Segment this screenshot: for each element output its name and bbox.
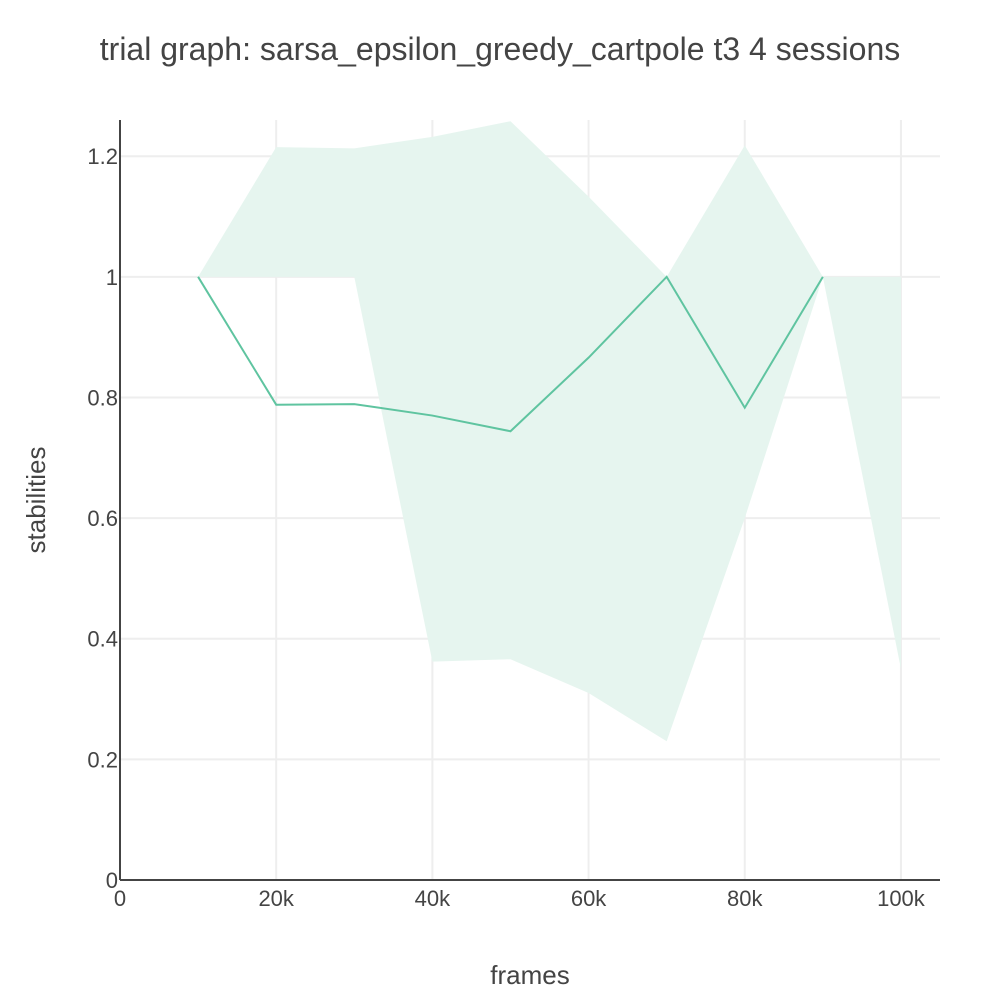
y-tick-label: 1.2 <box>87 144 118 169</box>
confidence-band <box>198 121 901 742</box>
y-tick-label: 0.8 <box>87 385 118 410</box>
y-tick-label: 0.4 <box>87 627 118 652</box>
y-axis-label: stabilities <box>21 447 51 554</box>
chart-title: trial graph: sarsa_epsilon_greedy_cartpo… <box>100 31 900 67</box>
y-tick-label: 0.6 <box>87 506 118 531</box>
y-tick-label: 1 <box>106 265 118 290</box>
series-layer <box>197 275 824 433</box>
x-tick-label: 40k <box>415 886 451 911</box>
x-tick-label: 100k <box>877 886 926 911</box>
band-layer <box>198 121 901 742</box>
y-tick-label: 0.2 <box>87 747 118 772</box>
x-tick-label: 0 <box>114 886 126 911</box>
x-tick-label: 80k <box>727 886 763 911</box>
tick-labels: 0 20k 40k 60k 80k 100k 0 0.2 0.4 0.6 0.8 1 1.2 <box>87 144 925 911</box>
x-tick-label: 20k <box>258 886 294 911</box>
y-tick-label: 0 <box>106 868 118 893</box>
x-tick-label: 60k <box>571 886 607 911</box>
x-axis-label: frames <box>490 960 569 990</box>
series-line <box>197 275 824 433</box>
axes <box>119 120 940 881</box>
